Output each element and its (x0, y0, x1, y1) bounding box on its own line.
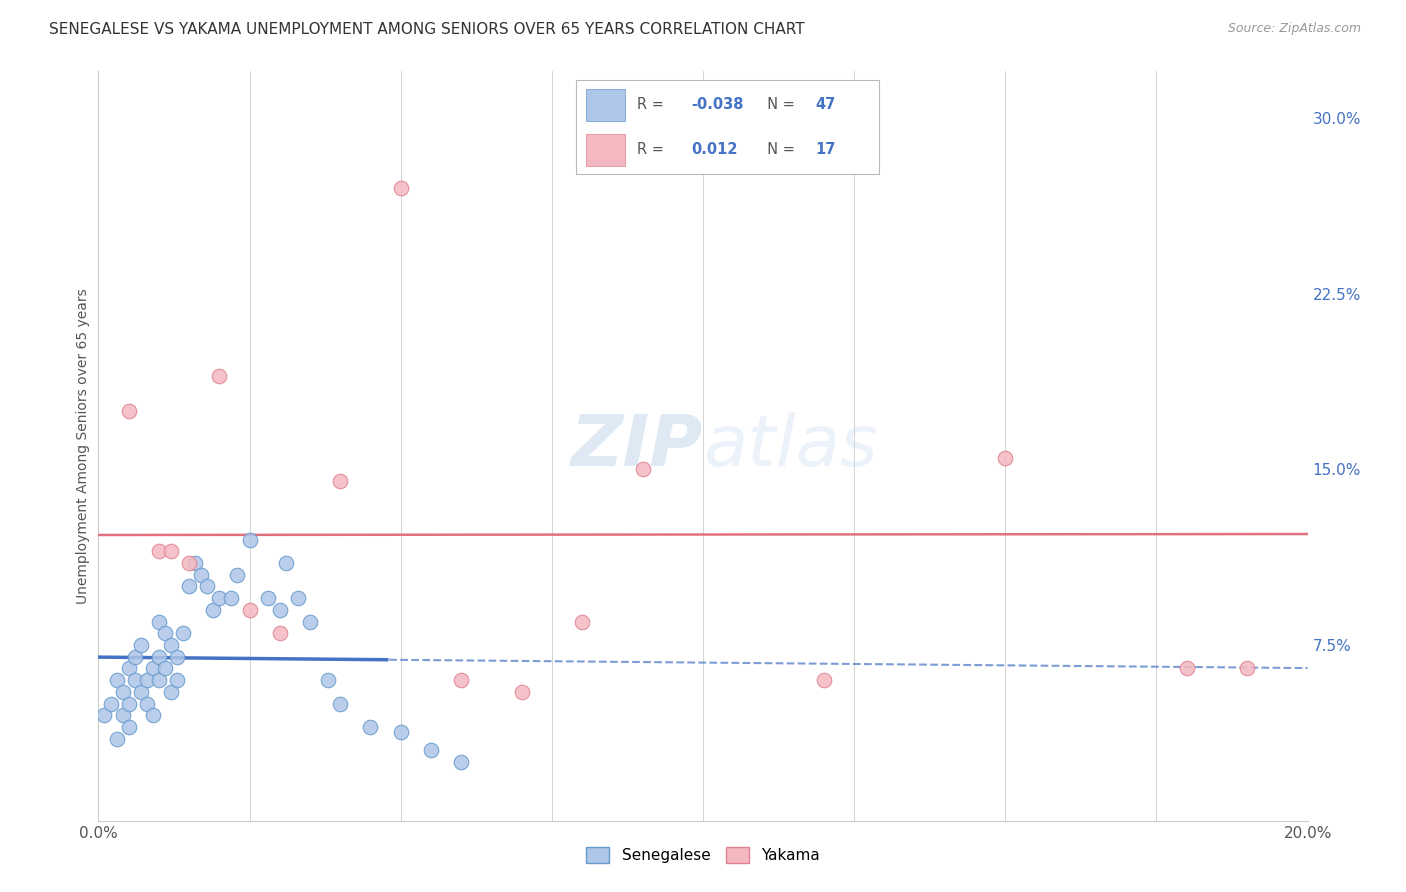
Point (160, 638, 183, 652)
Y-axis label: Unemployment Among Seniors over 65 years: Unemployment Among Seniors over 65 years (76, 288, 90, 604)
Point (420, 743, 443, 757)
Point (135, 673, 157, 688)
Point (256, 591, 278, 606)
Point (153, 626, 176, 640)
Point (184, 556, 207, 570)
Point (299, 615, 322, 629)
Point (190, 567, 212, 582)
Point (510, 685, 533, 699)
Point (239, 533, 262, 547)
Point (571, 615, 593, 629)
Point (166, 649, 188, 664)
Point (124, 673, 146, 688)
Point (274, 556, 297, 570)
Point (389, 724, 412, 739)
Point (269, 626, 291, 640)
Point (389, 181, 412, 195)
Point (1175, 661, 1198, 675)
FancyBboxPatch shape (585, 88, 624, 120)
Text: R =: R = (637, 142, 668, 157)
Point (994, 450, 1017, 465)
Point (360, 720, 382, 734)
Point (208, 368, 231, 383)
Point (135, 697, 157, 711)
Text: 0.012: 0.012 (692, 142, 738, 157)
Point (221, 591, 243, 606)
Point (239, 603, 262, 617)
Point (316, 673, 339, 688)
Point (287, 591, 309, 606)
Point (148, 649, 170, 664)
Point (631, 462, 654, 476)
Point (93, 708, 115, 723)
Point (129, 685, 152, 699)
Point (148, 544, 170, 558)
Legend: Senegalese, Yakama: Senegalese, Yakama (581, 841, 825, 869)
Point (124, 649, 146, 664)
Point (118, 697, 141, 711)
Point (129, 638, 152, 652)
Point (142, 661, 165, 675)
Point (166, 673, 188, 688)
Text: SENEGALESE VS YAKAMA UNEMPLOYMENT AMONG SENIORS OVER 65 YEARS CORRELATION CHART: SENEGALESE VS YAKAMA UNEMPLOYMENT AMONG … (49, 22, 804, 37)
Text: 17: 17 (815, 142, 835, 157)
Point (329, 697, 352, 711)
Point (450, 673, 472, 688)
Point (153, 661, 176, 675)
Point (179, 556, 201, 570)
Point (118, 720, 141, 734)
Point (450, 755, 472, 769)
Point (118, 661, 141, 675)
Point (202, 603, 225, 617)
Point (269, 603, 291, 617)
Text: 47: 47 (815, 97, 835, 112)
Text: -0.038: -0.038 (692, 97, 744, 112)
Point (179, 580, 201, 594)
Point (195, 580, 218, 594)
Point (105, 673, 128, 688)
Point (160, 544, 183, 558)
Text: atlas: atlas (703, 411, 877, 481)
Point (100, 697, 122, 711)
Point (142, 708, 165, 723)
Text: ZIP: ZIP (571, 411, 703, 481)
Point (160, 685, 183, 699)
Point (148, 673, 170, 688)
Point (172, 626, 194, 640)
Point (111, 708, 134, 723)
Point (148, 615, 170, 629)
Point (208, 591, 231, 606)
Point (226, 567, 249, 582)
Point (118, 404, 141, 418)
Point (813, 673, 835, 688)
FancyBboxPatch shape (585, 134, 624, 166)
Point (1236, 661, 1258, 675)
Point (329, 474, 352, 488)
Text: R =: R = (637, 97, 668, 112)
FancyBboxPatch shape (576, 80, 879, 174)
Point (105, 731, 128, 746)
Point (111, 685, 134, 699)
Text: N =: N = (758, 97, 800, 112)
Text: Source: ZipAtlas.com: Source: ZipAtlas.com (1227, 22, 1361, 36)
Text: N =: N = (758, 142, 800, 157)
